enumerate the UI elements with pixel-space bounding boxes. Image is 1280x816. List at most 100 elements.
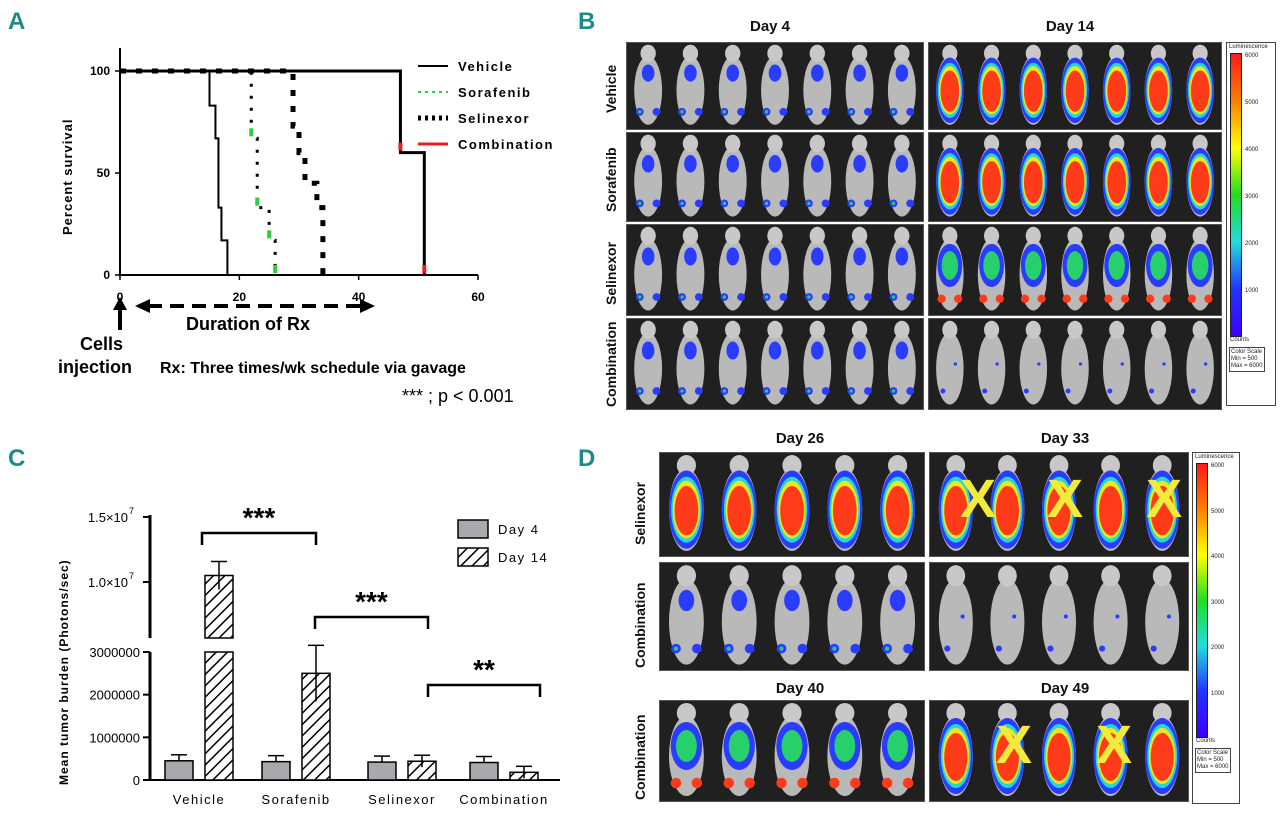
- mouse: [938, 565, 973, 665]
- mouse: [1186, 44, 1214, 125]
- mouse-image-strip: [627, 319, 923, 409]
- mouse: [880, 703, 916, 796]
- mouse: [1019, 134, 1048, 217]
- imaging-row: [929, 562, 1189, 671]
- imaging-row: [928, 318, 1222, 410]
- legend-label: Vehicle: [458, 59, 513, 74]
- day-label: Day 40: [775, 680, 825, 697]
- legend-label: Day 14: [498, 550, 548, 565]
- row-label: Selinexor: [603, 241, 619, 305]
- category-label: Sorafenib: [261, 792, 330, 807]
- mouse: [718, 226, 747, 311]
- mouse: [887, 134, 916, 217]
- mouse: [676, 134, 705, 217]
- mouse: [676, 44, 705, 125]
- rx-label: Rx: Three times/wk schedule via gavage: [160, 360, 466, 377]
- legend-swatch: [457, 547, 489, 567]
- scale-counts: Counts: [1196, 738, 1216, 744]
- imaging-row: [929, 700, 1189, 802]
- mouse: [936, 44, 964, 125]
- mouse-image-strip: [627, 133, 923, 221]
- y-tick-label: 2000000: [89, 688, 140, 703]
- mouse-image-strip: [627, 43, 923, 129]
- scale-tick: 5000: [1211, 508, 1225, 515]
- scale-tick: 2000: [1211, 645, 1225, 651]
- mouse: [1041, 455, 1077, 551]
- scale-tick: 3000: [1211, 599, 1225, 606]
- day-label: Day 33: [1040, 430, 1090, 447]
- scale-gradient: [1196, 463, 1208, 738]
- panel-letter-a: A: [8, 8, 26, 35]
- significance-stars: ***: [355, 586, 388, 617]
- injection-arrow-head: [113, 297, 127, 310]
- mouse: [1186, 320, 1214, 405]
- day-label: Day 4: [749, 18, 791, 35]
- mouse: [936, 226, 964, 311]
- mouse: [1102, 44, 1131, 125]
- significance-bracket: [313, 615, 430, 629]
- mouse: [803, 44, 832, 125]
- significance-bracket: [200, 531, 318, 545]
- mouse: [827, 703, 863, 796]
- y-tick-label: 1000000: [89, 730, 140, 745]
- row-label: Combination: [632, 582, 648, 668]
- mouse: [676, 320, 705, 405]
- mouse: [803, 320, 832, 405]
- scale-tick: 4000: [1211, 554, 1225, 560]
- bar-day4: [261, 760, 291, 781]
- pvalue-label: *** ; p < 0.001: [402, 386, 514, 406]
- mouse: [676, 226, 705, 311]
- mouse: [977, 320, 1006, 405]
- panel-letter-c: C: [8, 445, 26, 472]
- mouse: [634, 44, 663, 125]
- mouse: [634, 320, 663, 405]
- mouse: [1102, 320, 1131, 405]
- mouse: [977, 134, 1006, 217]
- mouse: [761, 226, 789, 311]
- mouse: [774, 703, 810, 796]
- mouse: [634, 226, 663, 311]
- imaging-row: [626, 42, 924, 130]
- dead-mouse-x-mark: X: [1096, 715, 1133, 775]
- scale-title: Luminescence: [1229, 44, 1268, 50]
- mouse: [845, 134, 874, 217]
- legend-label: Sorafenib: [458, 85, 531, 100]
- mouse: [1019, 320, 1048, 405]
- mouse: [1102, 226, 1131, 311]
- mouse: [887, 226, 916, 311]
- mouse: [668, 703, 704, 796]
- mouse: [977, 44, 1006, 125]
- imaging-row: [659, 700, 925, 802]
- mouse: [977, 226, 1006, 311]
- mouse: [1102, 134, 1131, 217]
- y-axis-label: Mean tumor burden (Photons/sec): [57, 559, 71, 785]
- dead-mouse-x-mark: X: [1047, 469, 1084, 529]
- mouse: [1144, 134, 1173, 217]
- panel-letter-b: B: [578, 8, 596, 35]
- mouse: [936, 134, 964, 217]
- imaging-row: [626, 318, 924, 410]
- bar-day4: [367, 761, 397, 781]
- y-tick-exponent: 7: [129, 506, 134, 516]
- imaging-row: [659, 452, 925, 557]
- mouse: [1144, 320, 1173, 405]
- scale-tick: 1000: [1245, 288, 1259, 295]
- mouse: [990, 455, 1025, 551]
- y-tick-label: 3000000: [89, 645, 140, 660]
- day-label: Day 14: [1045, 18, 1095, 35]
- imaging-row: [626, 132, 924, 222]
- imaging-row: [929, 452, 1189, 557]
- imaging-row: [928, 42, 1222, 130]
- mouse: [1093, 703, 1128, 796]
- mouse-image-strip: [929, 225, 1221, 315]
- category-label: Selinexor: [368, 792, 436, 807]
- x-tick-label: 0: [117, 290, 124, 304]
- y-tick-label: 0: [103, 268, 110, 282]
- dead-mouse-x-mark: X: [960, 469, 997, 529]
- scale-gradient: [1230, 53, 1242, 338]
- mouse-image-strip: [929, 319, 1221, 409]
- bar-day4: [469, 761, 499, 781]
- mouse-image-strip: [929, 43, 1221, 129]
- bar-day14: [301, 672, 331, 781]
